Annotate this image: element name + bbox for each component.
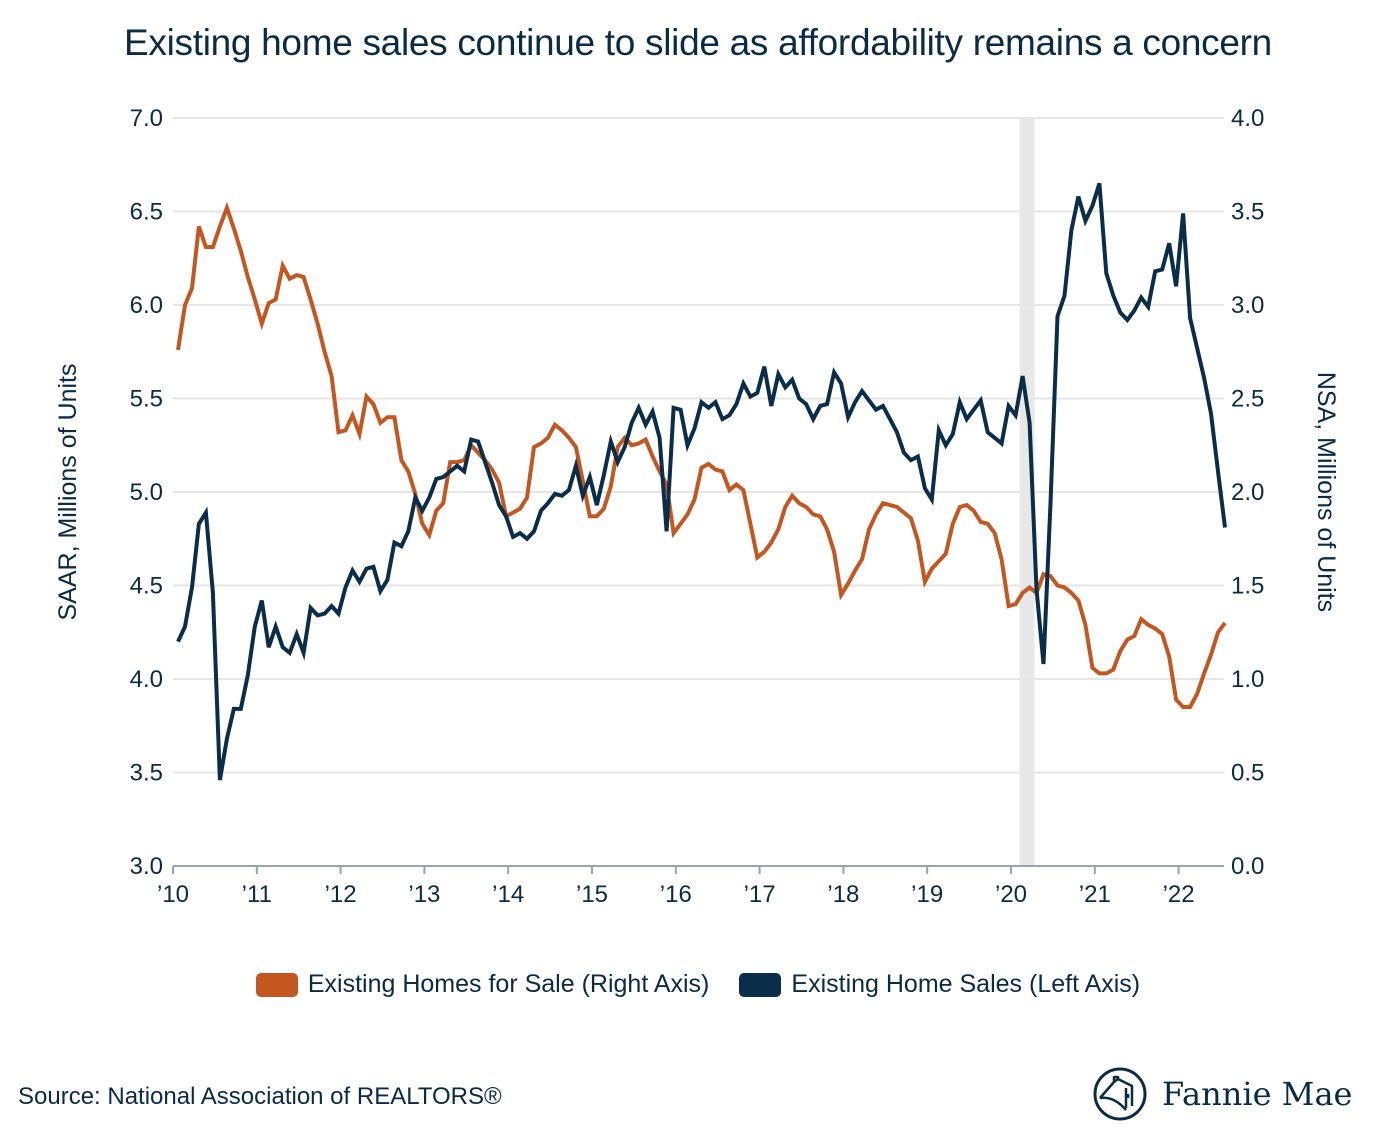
legend-item-homes-for-sale: Existing Homes for Sale (Right Axis) xyxy=(255,970,710,999)
source-note: Source: National Association of REALTORS… xyxy=(18,1083,502,1110)
y-right-tick-label: 1.0 xyxy=(1231,666,1264,693)
y-right-tick-label: 2.5 xyxy=(1231,386,1264,413)
y-left-tick-label: 3.0 xyxy=(130,853,163,880)
x-tick-label: ’18 xyxy=(827,881,859,908)
y-right-tick-label: 0.5 xyxy=(1231,760,1264,787)
x-tick-label: ’10 xyxy=(157,881,189,908)
legend-item-home-sales: Existing Home Sales (Left Axis) xyxy=(739,970,1140,999)
x-tick-label: ’11 xyxy=(242,881,272,908)
x-tick-label: ’22 xyxy=(1163,881,1195,908)
y-left-tick-label: 5.0 xyxy=(130,479,163,506)
x-tick-label: ’13 xyxy=(408,881,440,908)
y-right-tick-label: 0.0 xyxy=(1231,853,1264,880)
left-axis-title: SAAR, Millions of Units xyxy=(54,363,82,620)
y-left-tick-label: 5.5 xyxy=(130,386,163,413)
series-line-home-sales xyxy=(176,182,1227,781)
legend-label-homes-for-sale: Existing Homes for Sale (Right Axis) xyxy=(307,970,710,998)
gridlines xyxy=(172,117,1224,874)
legend-swatch-home-sales xyxy=(739,972,782,997)
y-right-tick-label: 1.5 xyxy=(1231,573,1264,600)
y-right-tick-label: 2.0 xyxy=(1231,479,1264,506)
legend-swatch-homes-for-sale xyxy=(255,972,298,997)
y-left-tick-label: 3.5 xyxy=(130,760,163,787)
fannie-mae-logo: Fannie Mae xyxy=(1092,1066,1352,1122)
right-axis-title: NSA, Millions of Units xyxy=(1312,372,1340,612)
series-line-homes-for-sale xyxy=(176,201,1227,709)
series-lines xyxy=(176,182,1227,781)
y-right-tick-label: 4.0 xyxy=(1231,105,1264,132)
x-tick-label: ’12 xyxy=(325,881,357,908)
x-tick-label: ’21 xyxy=(1079,881,1111,908)
y-left-tick-label: 4.0 xyxy=(130,666,163,693)
legend-label-home-sales: Existing Home Sales (Left Axis) xyxy=(791,970,1141,998)
x-tick-label: ’19 xyxy=(911,881,943,908)
chart-title: Existing home sales continue to slide as… xyxy=(124,22,1272,63)
logo-text: Fannie Mae xyxy=(1162,1075,1353,1113)
legend: Existing Homes for Sale (Right Axis) Exi… xyxy=(0,970,1396,999)
y-left-tick-label: 4.5 xyxy=(130,573,163,600)
y-left-tick-label: 7.0 xyxy=(130,105,163,132)
x-tick-label: ’17 xyxy=(744,881,776,908)
y-left-tick-label: 6.0 xyxy=(130,292,163,319)
y-right-tick-label: 3.5 xyxy=(1231,199,1264,226)
x-tick-label: ’14 xyxy=(492,881,524,908)
house-logo-icon xyxy=(1093,1067,1147,1121)
x-tick-label: ’15 xyxy=(576,881,608,908)
y-right-tick-label: 3.0 xyxy=(1231,292,1264,319)
x-tick-label: ’16 xyxy=(660,881,692,908)
tick-labels: 3.0 3.5 4.0 4.5 5.0 5.5 6.0 6.5 7.0 0.0 0.5 1.0 1.5 2… xyxy=(130,105,1265,908)
x-tick-label: ’20 xyxy=(995,881,1027,908)
y-left-tick-label: 6.5 xyxy=(130,199,163,226)
